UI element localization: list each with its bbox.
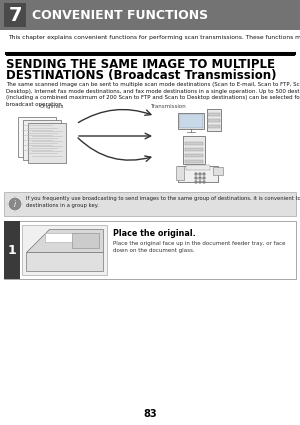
Bar — [178, 113, 204, 129]
Bar — [208, 125, 220, 128]
Circle shape — [203, 177, 205, 179]
Bar — [4, 221, 296, 279]
Circle shape — [203, 181, 205, 183]
Bar — [18, 117, 56, 157]
Text: Place the original face up in the document feeder tray, or face
down on the docu: Place the original face up in the docume… — [113, 241, 286, 252]
Bar — [72, 233, 99, 248]
Bar — [183, 136, 205, 164]
Circle shape — [199, 177, 201, 179]
Text: DESTINATIONS (Broadcast Transmission): DESTINATIONS (Broadcast Transmission) — [6, 69, 277, 82]
Text: The same scanned image can be sent to multiple scan mode destinations (Scan to E: The same scanned image can be sent to mu… — [6, 82, 300, 107]
Bar — [22, 225, 107, 275]
Bar — [185, 148, 203, 151]
Circle shape — [8, 196, 22, 212]
Text: SENDING THE SAME IMAGE TO MULTIPLE: SENDING THE SAME IMAGE TO MULTIPLE — [6, 58, 275, 71]
Text: Originals: Originals — [40, 104, 64, 109]
Circle shape — [199, 181, 201, 183]
Bar — [185, 154, 203, 157]
Bar — [45, 233, 76, 241]
Bar — [213, 167, 223, 175]
Text: i: i — [14, 199, 16, 209]
Text: 1: 1 — [8, 244, 16, 257]
Bar — [176, 166, 184, 180]
Bar — [178, 166, 218, 182]
Circle shape — [203, 173, 205, 175]
Bar — [0, 0, 300, 30]
Bar — [4, 192, 296, 216]
Text: Place the original.: Place the original. — [113, 229, 196, 238]
Bar — [26, 252, 103, 271]
Text: If you frequently use broadcasting to send images to the same group of destinati: If you frequently use broadcasting to se… — [26, 196, 300, 207]
Circle shape — [199, 173, 201, 175]
Text: This chapter explains convenient functions for performing scan transmissions. Th: This chapter explains convenient functio… — [8, 35, 300, 40]
Bar — [185, 160, 203, 163]
Text: CONVENIENT FUNCTIONS: CONVENIENT FUNCTIONS — [32, 8, 208, 22]
Bar — [207, 109, 221, 131]
Text: 83: 83 — [143, 409, 157, 419]
Bar — [179, 114, 203, 128]
Circle shape — [195, 181, 197, 183]
Bar — [185, 142, 203, 145]
Bar — [208, 113, 220, 116]
Circle shape — [195, 177, 197, 179]
Bar — [4, 221, 20, 279]
Bar — [186, 165, 210, 170]
Bar — [208, 119, 220, 122]
Bar — [28, 123, 66, 163]
Text: Transmission: Transmission — [150, 104, 186, 109]
Bar — [4, 3, 26, 27]
Polygon shape — [26, 229, 103, 252]
Bar — [23, 120, 61, 160]
Text: 7: 7 — [8, 6, 22, 25]
Circle shape — [195, 173, 197, 175]
